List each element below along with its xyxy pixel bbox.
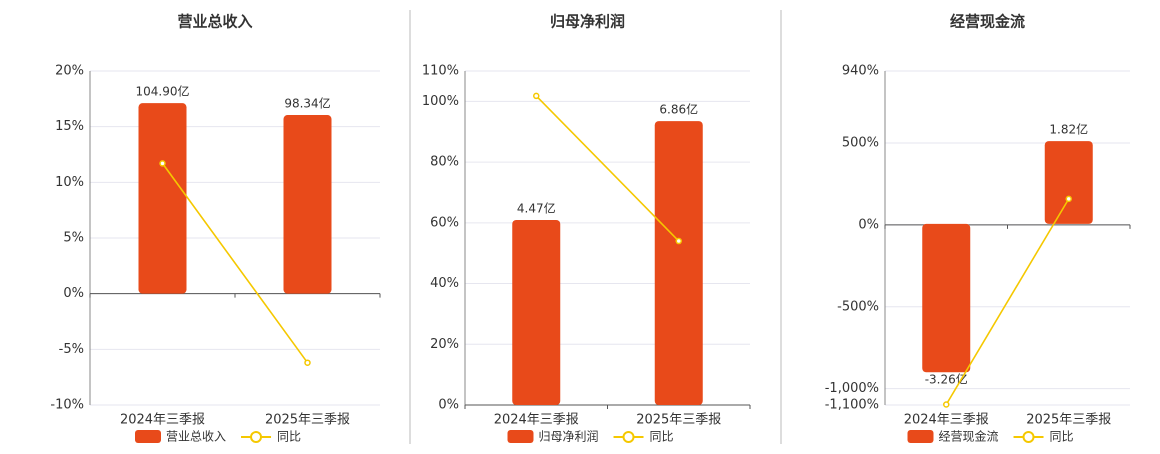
data-label: 6.86亿 (659, 102, 698, 117)
legend-swatch (250, 431, 263, 443)
y-tick-label: 40% (430, 276, 459, 291)
y-tick-label: 500% (842, 136, 879, 151)
legend-swatch (135, 430, 161, 443)
y-tick-label: 20% (430, 337, 459, 352)
y-tick-label: -1,000% (825, 381, 879, 396)
data-label: 98.34亿 (284, 96, 330, 111)
point (1065, 195, 1072, 203)
legend-swatch (507, 430, 534, 443)
legend-swatch (907, 430, 934, 443)
x-tick-label: 2025年三季报 (265, 413, 350, 428)
bar (283, 115, 332, 294)
legend-label: 同比 (1050, 430, 1074, 444)
x-tick-label: 2025年三季报 (1026, 413, 1111, 428)
x-tick-label: 2025年三季报 (636, 413, 721, 428)
data-label: 4.47亿 (517, 200, 556, 215)
bar (922, 223, 971, 373)
y-tick-label: 940% (842, 64, 879, 79)
data-label: -3.26亿 (925, 372, 968, 387)
y-tick-label: 5% (63, 231, 84, 246)
x-tick-label: 2024年三季报 (904, 413, 989, 428)
y-tick-label: 0% (858, 217, 879, 232)
line (945, 198, 1070, 405)
point (675, 237, 682, 245)
chart-title: 营业总收入 (177, 13, 252, 31)
legend-label: 营业总收入 (166, 430, 226, 444)
y-tick-label: 10% (55, 175, 84, 190)
y-tick-label: 20% (55, 64, 84, 79)
y-tick-label: 0% (63, 286, 84, 301)
y-tick-label: 15% (55, 119, 84, 134)
bar (1044, 141, 1093, 224)
y-tick-label: -10% (50, 398, 84, 413)
x-tick-label: 2024年三季报 (494, 413, 579, 428)
legend-label: 同比 (277, 430, 301, 444)
point (943, 401, 950, 408)
point (533, 92, 540, 100)
x-tick-label: 2024年三季报 (120, 413, 205, 428)
y-tick-label: 80% (430, 155, 459, 170)
point (304, 359, 311, 366)
y-tick-label: 0% (438, 398, 459, 413)
line (161, 162, 309, 364)
y-tick-label: 60% (430, 215, 459, 230)
y-tick-label: -1,100% (825, 398, 879, 413)
y-tick-label: 100% (422, 94, 459, 109)
data-label: 1.82亿 (1049, 122, 1088, 137)
point (159, 160, 166, 167)
legend-label: 经营现金流 (939, 429, 999, 444)
bar (512, 219, 561, 405)
data-label: 104.90亿 (136, 84, 190, 99)
y-tick-label: -5% (59, 342, 84, 357)
legend-label: 同比 (650, 430, 674, 444)
bar (654, 121, 703, 405)
chart-title: 经营现金流 (950, 13, 1025, 31)
bar (138, 103, 187, 294)
y-tick-label: 110% (422, 64, 459, 79)
legend-label: 归母净利润 (539, 430, 599, 444)
y-tick-label: -500% (837, 299, 879, 314)
chart-title: 归母净利润 (550, 13, 625, 31)
legend-swatch (622, 431, 635, 443)
legend-swatch (1022, 431, 1035, 443)
line (535, 95, 680, 242)
